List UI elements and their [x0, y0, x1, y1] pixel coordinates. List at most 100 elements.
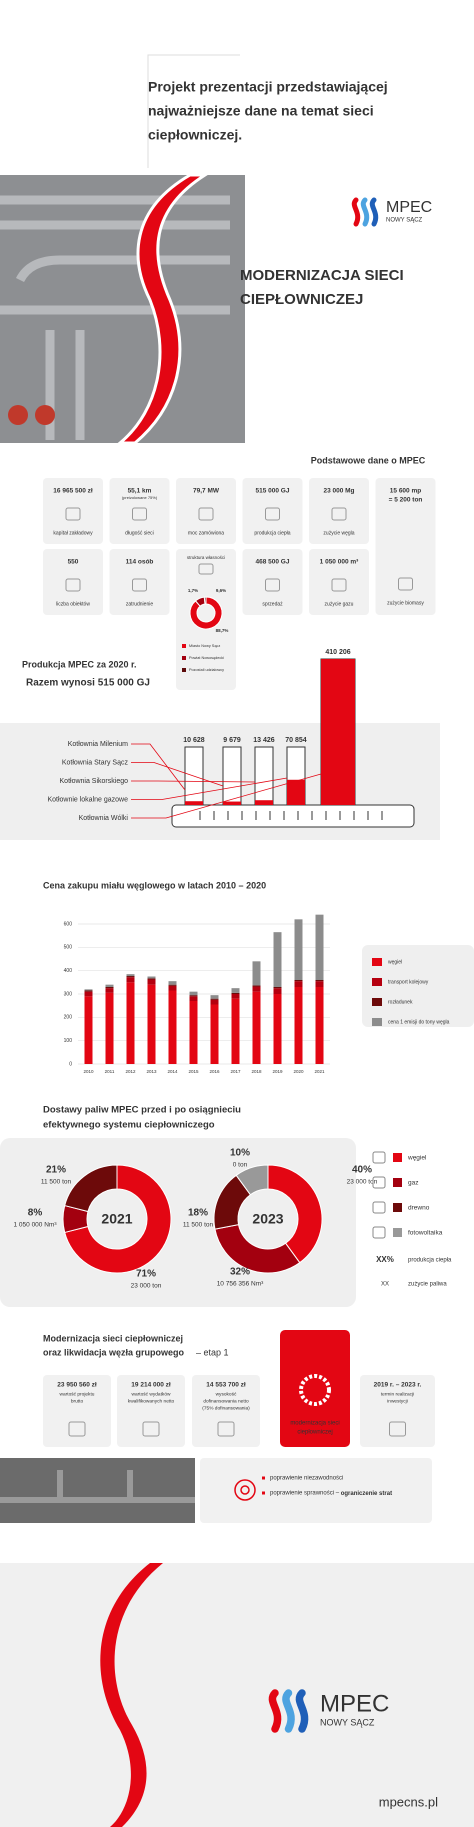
intro-line: ciepłowniczej. — [148, 127, 242, 143]
invest-icon — [142, 1421, 160, 1437]
stat-card — [176, 478, 236, 544]
logo-stripe — [360, 197, 370, 227]
invest-label: (75% dofinansowania) — [202, 1405, 250, 1411]
stat-icon — [65, 507, 81, 521]
legend-icon — [372, 1201, 386, 1214]
bar-segment — [210, 999, 219, 1005]
bar-segment — [84, 990, 93, 992]
x-tick-label: 2019 — [272, 1069, 283, 1074]
intro-line: najważniejsze dane na temat sieci — [148, 103, 374, 119]
donut-segment — [235, 1164, 269, 1196]
stat-icon — [65, 578, 81, 592]
bar-segment — [231, 998, 240, 1064]
stat-icon — [198, 563, 214, 575]
chart-title: Produkcja MPEC za 2020 r. — [22, 659, 137, 669]
legend-swatch — [182, 668, 186, 672]
bar-segment — [252, 985, 261, 987]
bar-segment — [315, 914, 324, 980]
stat-value: 515 000 GJ — [256, 488, 290, 495]
goals-card — [200, 1458, 432, 1523]
invest-card — [192, 1375, 260, 1447]
bar-segment — [231, 988, 240, 993]
section-title: efektywnego systemu ciepłowniczego — [43, 1120, 215, 1131]
stat-label: zużycie węgla — [323, 530, 354, 536]
y-tick-label: 200 — [64, 1015, 73, 1021]
donut-label: 32% — [230, 1267, 250, 1278]
donut-label: 10% — [230, 1148, 250, 1159]
bar-segment — [105, 988, 114, 993]
pie-label: 1,7% — [188, 588, 198, 593]
legend-swatch — [393, 1178, 402, 1187]
stat-icon — [132, 578, 147, 592]
value-label: 13 426 — [253, 737, 275, 744]
x-tick-label: 2020 — [293, 1069, 304, 1074]
category-label: Kotłownia Sikorskiego — [60, 778, 129, 785]
bar-segment — [315, 981, 324, 987]
stat-value: = 5 200 ton — [389, 497, 423, 504]
donut-center: 2023 — [252, 1211, 283, 1227]
highlight-text: modernizacja sieci — [290, 1421, 339, 1427]
section-title: oraz likwidacja węzła grupowego — [43, 1347, 185, 1357]
stat-label: długość sieci — [125, 530, 154, 536]
x-tick-label: 2011 — [105, 1069, 115, 1074]
goal-text: poprawienie sprawności – ograniczenie st… — [270, 1491, 392, 1497]
category-label: Kotłownie lokalne gazowe — [47, 796, 128, 803]
section-title: Modernizacja sieci ciepłowniczej — [43, 1333, 183, 1343]
bar — [287, 779, 305, 805]
legend-box — [362, 945, 474, 1027]
legend-text: węgiel — [407, 1155, 427, 1162]
bar-segment — [315, 987, 324, 1064]
bar-segment — [168, 984, 177, 986]
logo-text: MPEC — [320, 1690, 389, 1717]
stat-card — [242, 549, 303, 615]
logo-sub: NOWY SĄCZ — [386, 218, 423, 224]
stat-label: sprzedaż — [262, 601, 283, 607]
y-tick-label: 100 — [64, 1038, 73, 1044]
network-photo — [0, 1458, 195, 1523]
value-label: 70 854 — [285, 737, 307, 744]
bar-segment — [210, 995, 219, 999]
key-mark: XX — [381, 1282, 389, 1288]
key-text: zużycie paliwa — [408, 1282, 447, 1288]
y-tick-label: 500 — [64, 945, 73, 951]
donut-label: 18% — [188, 1208, 208, 1219]
bar-segment — [126, 974, 135, 977]
stat-label: zużycie biomasy — [387, 600, 424, 606]
stage: – etap 1 — [196, 1347, 229, 1357]
legend-text: rozładunek — [388, 999, 413, 1005]
bar-segment — [252, 991, 261, 1064]
value-label: 9 679 — [223, 737, 241, 744]
connector — [131, 762, 224, 787]
legend-text: fotowoltaika — [408, 1230, 443, 1237]
legend-swatch — [372, 958, 382, 966]
frame-line — [147, 54, 240, 168]
stat-card — [43, 549, 103, 615]
bar-segment — [126, 982, 135, 1064]
section-title: Podstawowe dane o MPEC — [311, 455, 426, 465]
invest-label: wartość projektu — [60, 1391, 95, 1397]
bar-segment — [126, 976, 135, 978]
chimney — [254, 746, 274, 806]
stat-card — [375, 478, 436, 615]
donut-amount: 10 756 356 Nm³ — [217, 1281, 264, 1288]
bar-segment — [147, 984, 156, 1064]
logo-stripe — [295, 1689, 309, 1733]
bar — [255, 800, 273, 805]
legend-swatch — [393, 1203, 402, 1212]
bar-segment — [273, 987, 282, 989]
pie-label: 88,7% — [216, 628, 229, 633]
bar-segment — [147, 978, 156, 980]
bullet — [262, 1476, 265, 1480]
donut-segment — [64, 1164, 118, 1213]
connector — [131, 743, 186, 791]
connector — [131, 780, 256, 783]
stat-label: produkcja ciepła — [254, 530, 290, 536]
y-tick-label: 0 — [69, 1061, 72, 1067]
stat-icon — [132, 507, 147, 521]
invest-value: 14 553 700 zł — [206, 1382, 246, 1389]
donut-label: 21% — [46, 1165, 66, 1176]
x-tick-label: 2012 — [125, 1069, 136, 1074]
bar-segment — [231, 992, 240, 994]
target — [234, 1479, 256, 1501]
bar-segment — [189, 996, 198, 1001]
